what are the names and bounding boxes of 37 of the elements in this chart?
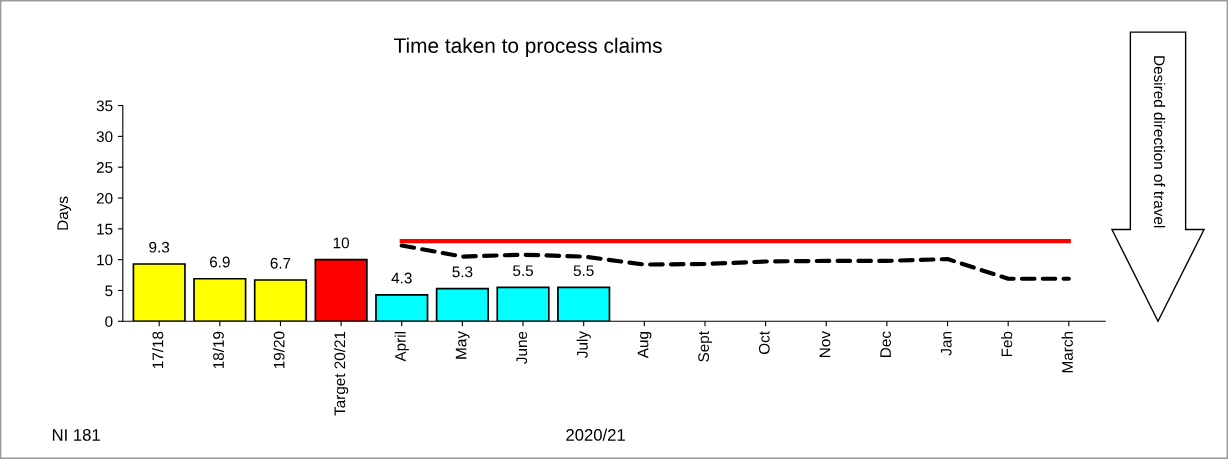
y-tick-label: 35 [96,100,113,112]
data-label: 10 [333,237,350,249]
x-tick-label: May [455,331,470,359]
y-tick-label: 30 [96,131,113,143]
x-tick-label: July [576,331,591,358]
text: NI 181 [52,429,100,441]
data-label: 5.5 [573,265,594,277]
y-tick-label: 15 [97,223,113,235]
x-tick-label: Nov [819,331,831,357]
x-tick-label: June [516,331,528,364]
y-tick-label: 5 [105,285,113,297]
x-tick-label: Sept [698,331,713,362]
data-label: 6.7 [270,257,291,269]
y-tick-label: 10 [97,254,113,266]
x-tick-label: Jan [940,332,952,356]
y-tick-label: 0 [105,316,113,327]
text: Desired direction of travel [1153,56,1166,228]
data-label: 6.9 [209,256,230,268]
y-tick-label: 20 [96,192,113,204]
x-tick-label: March [1061,332,1073,373]
x-tick-label: Target 20/21 [333,331,349,416]
x-tick-label: Feb [1001,331,1013,357]
x-tick-label: Oct [758,331,770,355]
x-tick-label: Aug [637,332,652,359]
x-tick-label: 19/20 [273,331,285,369]
x-tick-label: Dec [880,331,891,357]
data-label: 5.5 [513,265,534,277]
y-axis-title: Days [57,196,72,230]
y-tick-label: 25 [96,162,113,173]
data-label: 9.3 [149,241,170,253]
data-label: 5.3 [452,266,473,278]
chart-title: Time taken to process claims [394,37,662,58]
x-tick-label: April [394,332,409,362]
x-tick-label: 17/18 [152,331,164,369]
x-axis-title: 2020/21 [566,428,625,441]
data-label: 4.3 [391,272,412,284]
x-tick-label: 18/19 [212,331,224,369]
